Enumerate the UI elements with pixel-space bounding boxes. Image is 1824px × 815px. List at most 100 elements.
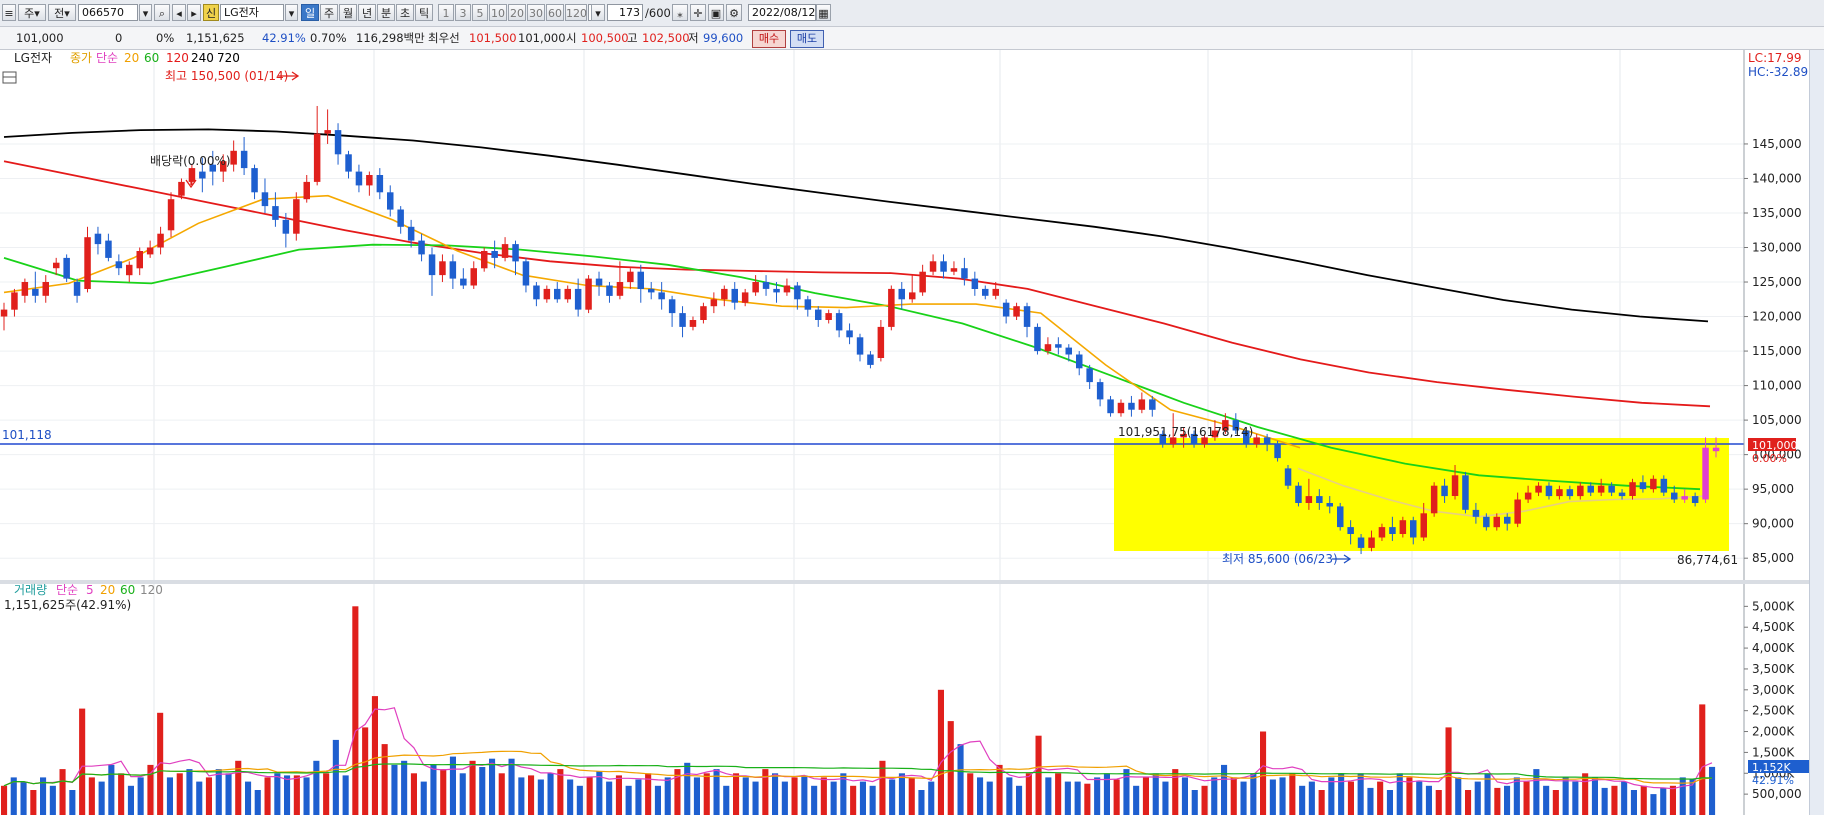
volume-bar-35	[342, 775, 349, 815]
candle-body-115	[1201, 437, 1208, 445]
volume-bar-157	[1533, 769, 1540, 815]
candle-body-48	[501, 244, 509, 258]
interval-button-3[interactable]: 3	[455, 4, 471, 21]
candle-body-57	[595, 278, 603, 286]
candle-body-126	[1316, 496, 1323, 503]
volume-bar-45	[440, 769, 447, 815]
volume-bar-33	[323, 773, 330, 815]
save-icon[interactable]: ▣	[708, 4, 724, 21]
candle-body-124	[1295, 485, 1302, 503]
stock-code-input[interactable]: 066570	[78, 4, 138, 21]
volume-bar-155	[1513, 777, 1520, 815]
volume-bars[interactable]	[1, 606, 1716, 815]
quote-best-ask: 101,500	[469, 31, 517, 45]
interval-button-60[interactable]: 60	[546, 4, 564, 21]
interval-button-10[interactable]: 10	[489, 4, 507, 21]
interval-button-5[interactable]: 5	[472, 4, 488, 21]
tab-period-6[interactable]: 틱	[415, 4, 433, 21]
sell-button[interactable]: 매도	[790, 30, 824, 48]
next-stock-icon[interactable]: ▸	[187, 4, 201, 21]
quote-open: 100,500	[581, 31, 629, 45]
tab-period-0[interactable]: 일	[301, 4, 319, 21]
price-tick-label-8: 125,000	[1752, 275, 1802, 289]
candle-body-37	[387, 192, 394, 210]
candle-body-42	[439, 261, 446, 276]
volume-bar-28	[274, 773, 281, 815]
grid-lines	[0, 50, 1744, 815]
candle-body-97	[1013, 306, 1020, 317]
chart-area[interactable]: 85,000 90,000 95,000 100,000 105,000 110,000 1…	[0, 50, 1810, 815]
buy-button[interactable]: 매수	[752, 30, 786, 48]
volume-bar-37	[362, 727, 369, 815]
volume-bar-7	[69, 790, 76, 815]
volume-bar-130	[1269, 779, 1276, 815]
crosshair-icon[interactable]: ✛	[690, 4, 706, 21]
volume-bar-100	[977, 777, 984, 815]
volume-bar-31	[303, 777, 310, 815]
legend-price-type: 종가	[70, 51, 92, 65]
volume-bar-115	[1123, 769, 1130, 815]
volume-bar-29	[284, 775, 291, 815]
interval-button-120[interactable]: 120	[565, 4, 587, 21]
candle-body-101	[1055, 344, 1062, 348]
interval-button-30[interactable]: 30	[527, 4, 545, 21]
volume-bar-75	[733, 773, 740, 815]
candle-body-157	[1639, 482, 1647, 490]
interval-button-20[interactable]: 20	[508, 4, 526, 21]
volume-bar-77	[752, 781, 759, 815]
candle-body-133	[1389, 527, 1396, 534]
gear-icon[interactable]: ⚙	[726, 4, 742, 21]
candle-body-8	[84, 237, 91, 289]
tab-period-2[interactable]: 월	[339, 4, 357, 21]
right-scrollbar[interactable]	[1809, 50, 1824, 815]
volume-bar-136	[1328, 777, 1335, 815]
stock-code-dropdown-icon[interactable]: ▾	[139, 4, 152, 21]
volume-bar-44	[430, 764, 437, 815]
tab-period-3[interactable]: 년	[358, 4, 376, 21]
market-type-select[interactable]: 전▾	[48, 4, 76, 21]
interval-dropdown-icon[interactable]: ▾	[591, 4, 605, 21]
panel-divider[interactable]	[0, 580, 1810, 584]
window-menu-icon[interactable]: ≡	[2, 4, 16, 21]
candle-body-27	[282, 219, 290, 234]
volume-tick-label-8: 4,500K	[1752, 620, 1795, 634]
market-mode-select[interactable]: 주▾	[18, 4, 46, 21]
volume-bar-78	[762, 769, 769, 815]
search-icon[interactable]: ⌕	[154, 4, 170, 21]
volume-bar-11	[108, 764, 115, 815]
calendar-icon[interactable]: ▦	[816, 4, 831, 21]
volume-bar-43	[420, 781, 427, 815]
volume-bar-38	[371, 696, 378, 815]
candle-body-29	[303, 181, 310, 200]
tab-period-5[interactable]: 초	[396, 4, 414, 21]
indicator-icon[interactable]: ⁎	[672, 4, 688, 21]
candle-body-62	[648, 288, 655, 293]
tab-period-4[interactable]: 분	[377, 4, 395, 21]
tab-period-1[interactable]: 주	[320, 4, 338, 21]
volume-bar-22	[215, 769, 222, 815]
axes: 85,000 90,000 95,000 100,000 105,000 110,000 1…	[1743, 50, 1802, 815]
vol-legend-ma60: 60	[120, 583, 135, 597]
volume-bar-63	[615, 775, 622, 815]
prev-stock-icon[interactable]: ◂	[172, 4, 186, 21]
volume-bar-10	[98, 781, 105, 815]
stock-name-dropdown-icon[interactable]: ▾	[285, 4, 298, 21]
stock-name-field[interactable]: LG전자	[220, 4, 284, 21]
volume-bar-95	[928, 781, 935, 815]
volume-bar-5	[49, 785, 56, 815]
candles[interactable]	[0, 105, 1720, 555]
interval-button-1[interactable]: 1	[438, 4, 454, 21]
date-input[interactable]: 2022/08/12	[748, 4, 816, 21]
volume-tick-label-0: 500,000	[1752, 787, 1802, 801]
volume-bar-49	[479, 767, 486, 815]
legend-ma-type: 단순	[96, 51, 118, 65]
price-tick-label-2: 95,000	[1752, 482, 1794, 496]
candle-body-118	[1232, 420, 1240, 431]
count-input[interactable]: 173	[607, 4, 643, 21]
candle-body-116	[1211, 430, 1219, 438]
candle-body-128	[1337, 506, 1344, 528]
high-annotation: 최고 150,500 (01/14)	[165, 69, 288, 83]
volume-bar-170	[1660, 787, 1667, 815]
candle-body-70	[731, 288, 738, 303]
vol-legend-ma20: 20	[100, 583, 115, 597]
